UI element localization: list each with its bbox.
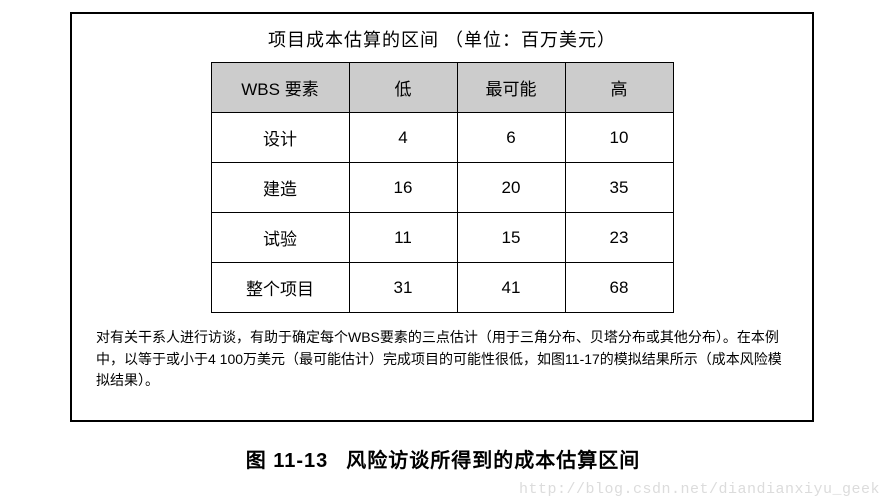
figure-caption: 图 11-13 风险访谈所得到的成本估算区间 <box>0 444 886 473</box>
col-header-low: 低 <box>349 63 457 113</box>
row-label: 整个项目 <box>211 263 349 313</box>
cell-high: 23 <box>565 213 673 263</box>
col-header-high: 高 <box>565 63 673 113</box>
row-label: 设计 <box>211 113 349 163</box>
caption-title: 风险访谈所得到的成本估算区间 <box>346 450 640 472</box>
table-footnote: 对有关干系人进行访谈，有助于确定每个WBS要素的三点估计（用于三角分布、贝塔分布… <box>96 327 788 392</box>
table-row: 试验 11 15 23 <box>211 213 673 263</box>
cell-low: 16 <box>349 163 457 213</box>
cell-most: 15 <box>457 213 565 263</box>
cost-estimate-table: WBS 要素 低 最可能 高 设计 4 6 10 建造 16 20 35 试验 … <box>211 62 674 313</box>
cell-high: 10 <box>565 113 673 163</box>
caption-number: 图 11-13 <box>246 450 329 472</box>
cell-most: 41 <box>457 263 565 313</box>
cell-low: 31 <box>349 263 457 313</box>
table-row: 设计 4 6 10 <box>211 113 673 163</box>
table-row: 整个项目 31 41 68 <box>211 263 673 313</box>
watermark-text: http://blog.csdn.net/diandianxiyu_geek <box>519 481 880 498</box>
row-label: 试验 <box>211 213 349 263</box>
cell-low: 11 <box>349 213 457 263</box>
col-header-most: 最可能 <box>457 63 565 113</box>
cell-high: 68 <box>565 263 673 313</box>
table-row: 建造 16 20 35 <box>211 163 673 213</box>
cell-high: 35 <box>565 163 673 213</box>
table-header-row: WBS 要素 低 最可能 高 <box>211 63 673 113</box>
table-title: 项目成本估算的区间 （单位：百万美元） <box>90 26 794 52</box>
cell-most: 20 <box>457 163 565 213</box>
cell-low: 4 <box>349 113 457 163</box>
figure-frame: 项目成本估算的区间 （单位：百万美元） WBS 要素 低 最可能 高 设计 4 … <box>70 12 814 422</box>
col-header-wbs: WBS 要素 <box>211 63 349 113</box>
cell-most: 6 <box>457 113 565 163</box>
row-label: 建造 <box>211 163 349 213</box>
